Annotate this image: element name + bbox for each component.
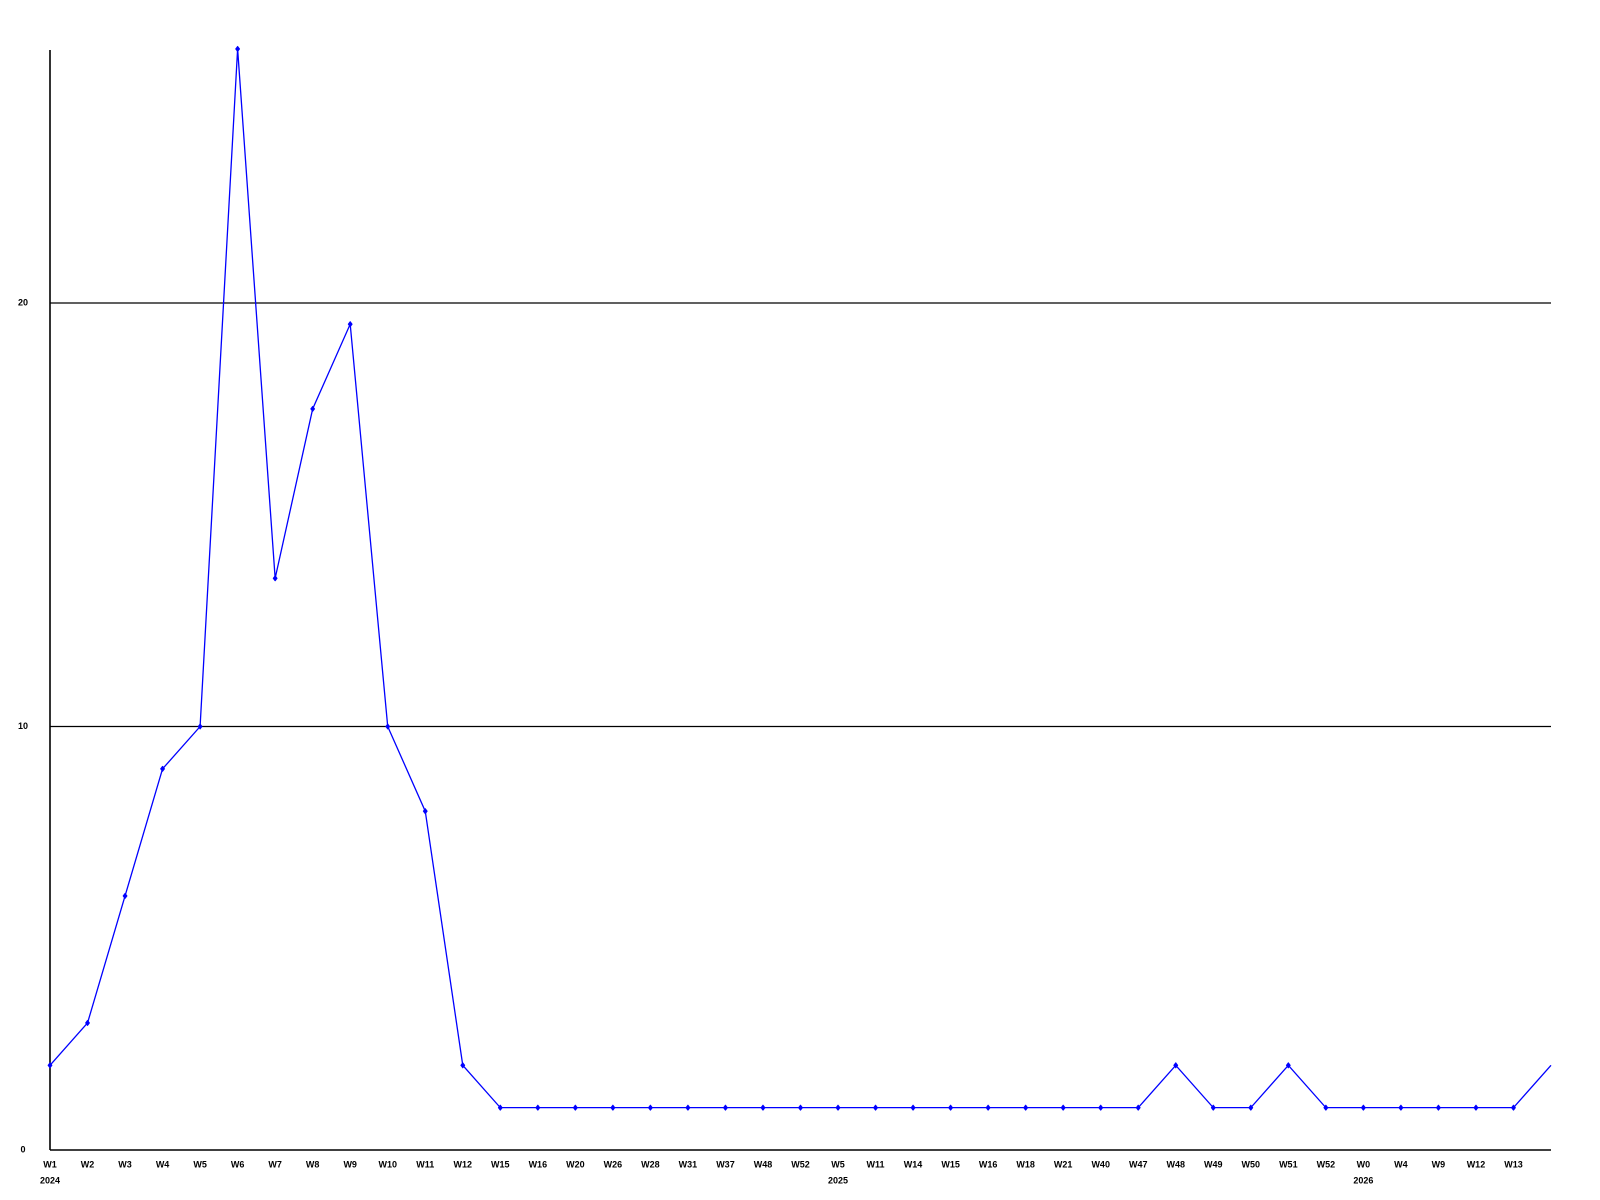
svg-text:W1: W1 [43, 1160, 57, 1170]
svg-text:20: 20 [18, 298, 28, 308]
svg-text:W16: W16 [529, 1160, 548, 1170]
svg-text:10: 10 [18, 721, 28, 731]
svg-text:W28: W28 [641, 1160, 660, 1170]
svg-text:W14: W14 [904, 1160, 923, 1170]
svg-text:W9: W9 [343, 1160, 357, 1170]
svg-text:W7: W7 [268, 1160, 282, 1170]
svg-text:W3: W3 [118, 1160, 132, 1170]
svg-text:W11: W11 [867, 1160, 885, 1170]
svg-text:W47: W47 [1129, 1160, 1148, 1170]
svg-text:W31: W31 [679, 1160, 698, 1170]
svg-text:W16: W16 [979, 1160, 998, 1170]
svg-text:W15: W15 [941, 1160, 960, 1170]
svg-text:W5: W5 [193, 1160, 207, 1170]
svg-text:W52: W52 [1317, 1160, 1336, 1170]
svg-text:W4: W4 [156, 1160, 170, 1170]
svg-text:W4: W4 [1394, 1160, 1408, 1170]
svg-text:W8: W8 [306, 1160, 320, 1170]
svg-text:W5: W5 [831, 1160, 845, 1170]
svg-text:2026: 2026 [1353, 1176, 1373, 1186]
svg-text:W11: W11 [416, 1160, 434, 1170]
svg-text:W9: W9 [1432, 1160, 1446, 1170]
svg-text:W50: W50 [1242, 1160, 1261, 1170]
svg-text:W12: W12 [454, 1160, 473, 1170]
svg-text:2025: 2025 [828, 1176, 848, 1186]
svg-text:W37: W37 [716, 1160, 735, 1170]
svg-text:2024: 2024 [40, 1176, 60, 1186]
svg-text:W12: W12 [1467, 1160, 1486, 1170]
svg-text:W20: W20 [566, 1160, 585, 1170]
svg-text:W15: W15 [491, 1160, 510, 1170]
svg-text:W51: W51 [1279, 1160, 1298, 1170]
svg-text:W52: W52 [791, 1160, 810, 1170]
svg-text:0: 0 [20, 1145, 25, 1155]
svg-text:W10: W10 [378, 1160, 397, 1170]
svg-text:W40: W40 [1091, 1160, 1110, 1170]
svg-text:W26: W26 [604, 1160, 623, 1170]
svg-text:W18: W18 [1016, 1160, 1035, 1170]
svg-text:W0: W0 [1357, 1160, 1371, 1170]
svg-text:W48: W48 [754, 1160, 773, 1170]
svg-text:W49: W49 [1204, 1160, 1223, 1170]
svg-text:W2: W2 [81, 1160, 95, 1170]
svg-text:W21: W21 [1054, 1160, 1073, 1170]
svg-text:W6: W6 [231, 1160, 245, 1170]
svg-text:W13: W13 [1504, 1160, 1523, 1170]
svg-text:W48: W48 [1166, 1160, 1185, 1170]
